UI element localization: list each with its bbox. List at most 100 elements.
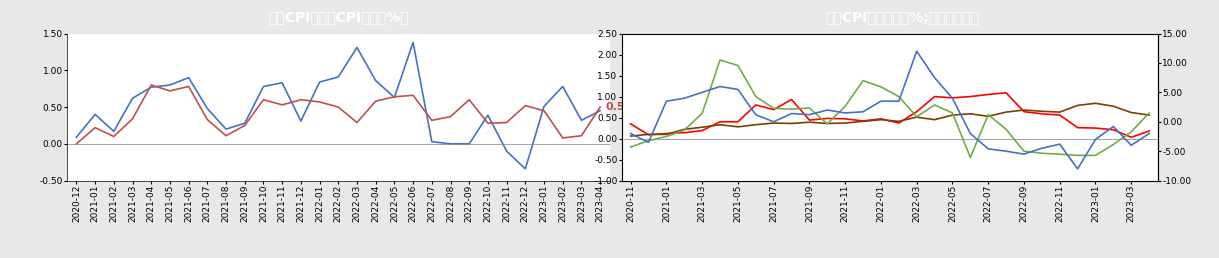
Text: 0.50: 0.50 [606,102,633,112]
住房 [1142,114,1157,117]
商品（剔除能源和食品） [909,115,924,118]
美国:核心CPI:环比 [556,136,570,140]
住房 [998,111,1013,114]
美国:CPI:环比 [480,114,495,117]
食品 [1052,114,1067,117]
美国:核心CPI:环比 [350,121,364,124]
美国:CPI:环比 [368,79,383,82]
美国:CPI:环比 [182,76,196,79]
商品（剔除能源和食品） [1124,130,1139,133]
能源 [641,141,656,144]
住房 [659,133,674,136]
商品（剔除能源和食品） [928,103,942,107]
商品（剔除能源和食品） [1089,154,1103,157]
住房 [856,120,870,123]
Line: 能源: 能源 [630,51,1150,169]
能源 [909,50,924,53]
美国:CPI:环比 [424,140,439,143]
美国:CPI:环比 [88,113,102,116]
住房 [802,121,817,124]
美国:核心CPI:环比 [388,95,402,98]
美国:核心CPI:环比 [200,118,215,121]
美国:CPI:环比 [144,86,158,89]
美国:CPI:环比 [238,122,252,125]
商品（剔除能源和食品） [641,139,656,142]
食品 [623,122,638,125]
住房 [1052,111,1067,114]
商品（剔除能源和食品） [1142,111,1157,115]
住房 [874,118,889,121]
住房 [767,122,781,125]
食品 [945,96,959,99]
美国:核心CPI:环比 [126,117,140,120]
食品 [784,98,798,101]
Text: 美国CPI分项环比（%;能源：右轴）: 美国CPI分项环比（%;能源：右轴） [825,10,979,24]
美国:CPI:环比 [574,119,589,122]
美国:核心CPI:环比 [294,98,308,101]
食品 [963,95,978,98]
能源 [695,91,709,94]
食品 [981,93,996,96]
美国:核心CPI:环比 [238,124,252,127]
能源 [623,132,638,135]
美国:核心CPI:环比 [144,83,158,86]
住房 [820,122,835,125]
住房 [1089,102,1103,105]
住房 [891,120,906,123]
住房 [837,122,852,125]
食品 [1035,112,1050,115]
能源 [820,108,835,111]
美国:核心CPI:环比 [480,122,495,125]
商品（剔除能源和食品） [767,107,781,110]
能源 [1142,132,1157,135]
商品（剔除能源和食品） [1070,154,1085,157]
美国:核心CPI:环比 [406,94,421,97]
住房 [748,123,763,126]
商品（剔除能源和食品） [1035,152,1050,155]
住房 [909,116,924,119]
食品 [891,122,906,125]
住房 [1035,110,1050,113]
美国:核心CPI:环比 [69,142,84,146]
美国:核心CPI:环比 [106,135,121,138]
美国:核心CPI:环比 [592,106,607,109]
能源 [1089,138,1103,141]
住房 [730,125,745,128]
商品（剔除能源和食品） [874,85,889,88]
美国:核心CPI:环比 [332,106,346,109]
美国:核心CPI:环比 [162,89,177,92]
食品 [748,103,763,107]
美国:CPI:环比 [350,46,364,49]
住房 [695,126,709,129]
能源 [856,110,870,113]
食品 [641,133,656,136]
美国:核心CPI:环比 [368,100,383,103]
美国:CPI:环比 [106,130,121,133]
食品 [1124,136,1139,139]
住房 [641,133,656,136]
美国:CPI:环比 [218,127,233,131]
能源 [891,100,906,103]
美国:CPI:环比 [536,105,551,108]
商品（剔除能源和食品） [963,156,978,159]
美国:核心CPI:环比 [88,126,102,129]
商品（剔除能源和食品） [695,112,709,115]
能源 [730,88,745,91]
美国:CPI:环比 [518,167,533,170]
食品 [1017,110,1031,113]
商品（剔除能源和食品） [677,129,691,132]
Line: 美国:核心CPI:环比: 美国:核心CPI:环比 [77,85,600,144]
食品 [1089,126,1103,130]
Line: 商品（剔除能源和食品）: 商品（剔除能源和食品） [630,60,1150,157]
食品 [998,91,1013,94]
能源 [945,97,959,100]
食品 [909,110,924,113]
食品 [1142,130,1157,133]
能源 [802,113,817,116]
能源 [1124,144,1139,147]
商品（剔除能源和食品） [623,146,638,149]
住房 [784,122,798,125]
商品（剔除能源和食品） [837,105,852,108]
商品（剔除能源和食品） [748,95,763,98]
美国:CPI:环比 [556,85,570,88]
